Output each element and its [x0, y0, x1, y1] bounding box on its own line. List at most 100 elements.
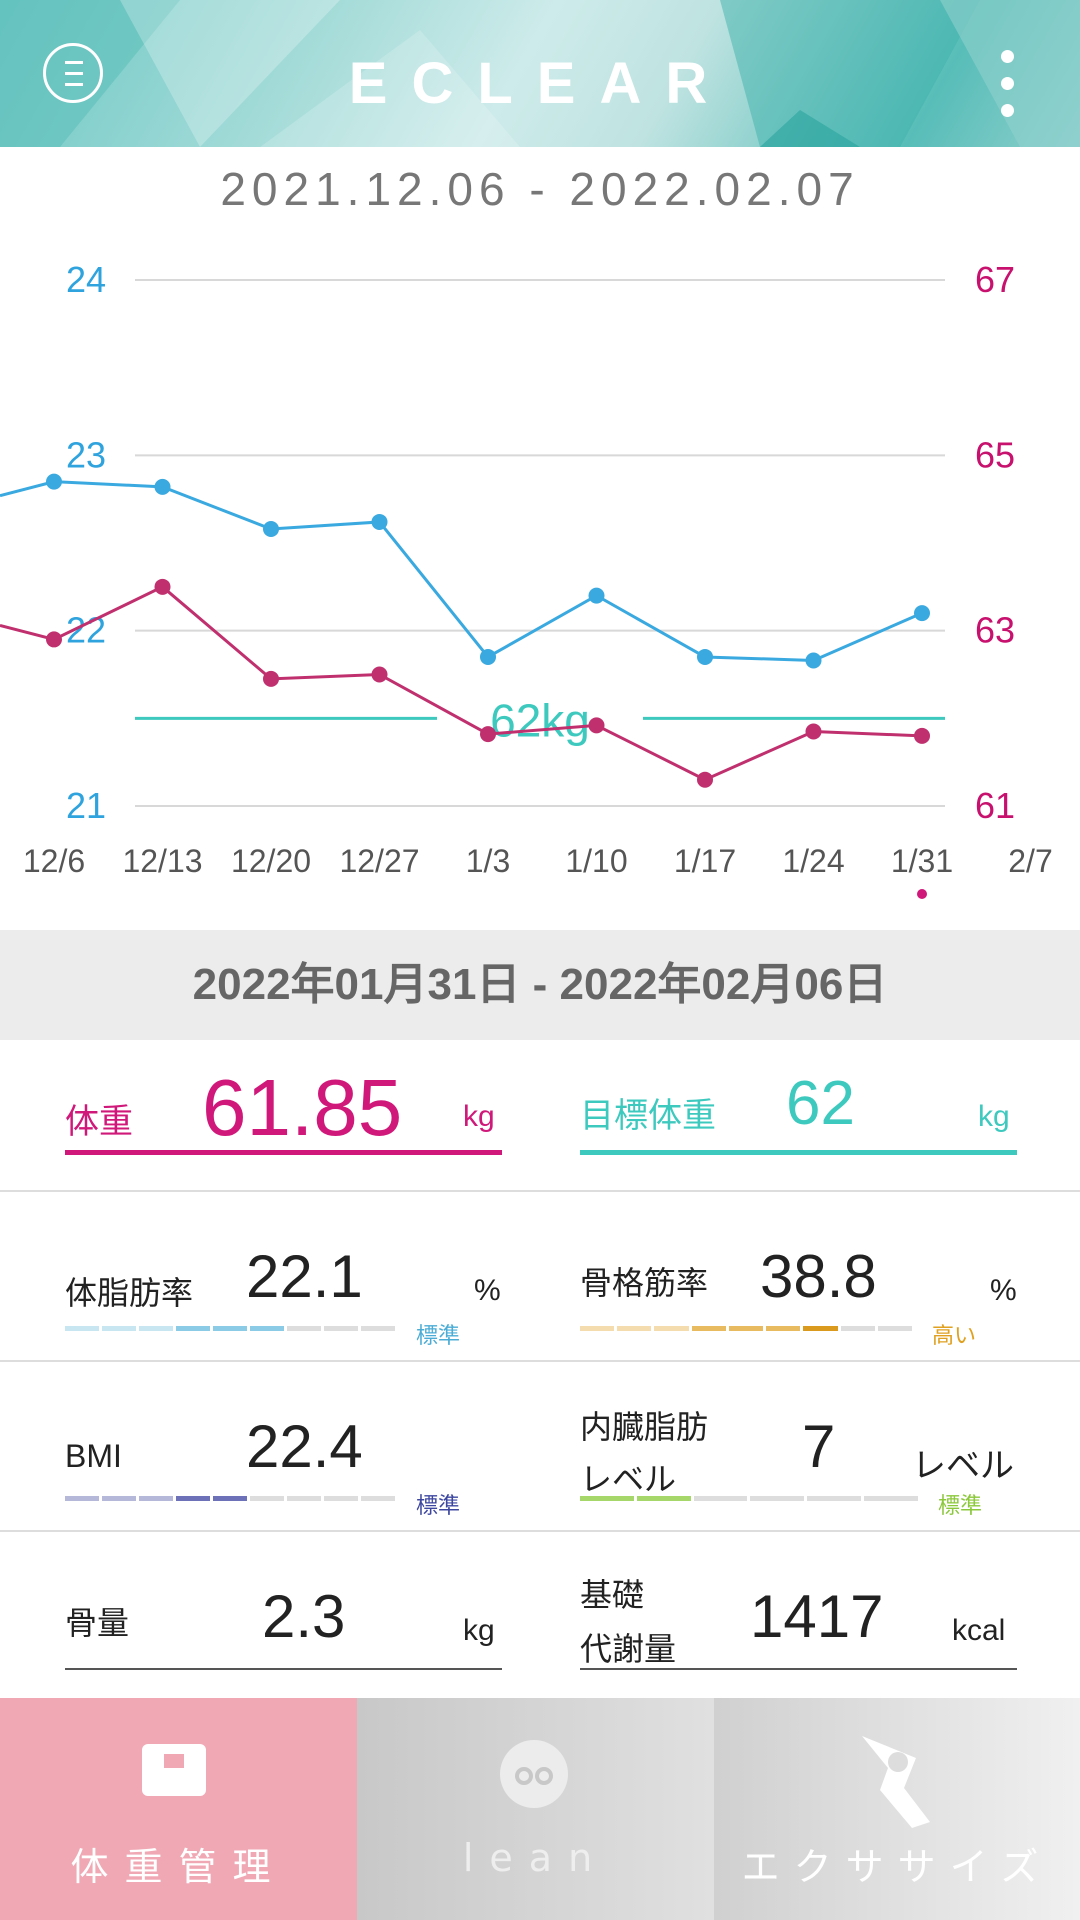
bottom-nav: 体重管理 lean エクササイズ [0, 1698, 1080, 1920]
x-axis-tick-label: 2/7 [1008, 843, 1052, 879]
divider [0, 1530, 1080, 1532]
selected-week-marker [917, 889, 927, 899]
data-point [588, 717, 605, 734]
muscle-value: 38.8 [760, 1243, 877, 1310]
x-axis-tick-label: 12/20 [231, 843, 311, 879]
nav-lean-label: lean [462, 1836, 609, 1880]
bmr-label-line1: 基礎 [580, 1577, 645, 1613]
bone-unit: kg [463, 1614, 495, 1647]
target-weight-underline [580, 1150, 1017, 1155]
data-point [46, 473, 62, 490]
body-fat-unit: % [474, 1274, 501, 1307]
nav-exercise-label: エクササイズ [741, 1845, 1053, 1889]
nav-weight-tab[interactable]: 体重管理 [0, 1698, 357, 1920]
bone-underline [65, 1668, 502, 1670]
target-weight-unit: kg [978, 1100, 1010, 1133]
visceral-label-line1: 内臓脂肪 [580, 1409, 709, 1445]
visceral-value: 7 [802, 1413, 836, 1480]
series-line [0, 480, 923, 662]
bmi-value: 22.4 [246, 1413, 363, 1480]
x-axis-tick-label: 1/3 [466, 843, 510, 879]
left-axis-tick-label: 24 [66, 259, 106, 300]
bmi-label: BMI [65, 1438, 122, 1474]
weight-row: 体重 61.85 kg 目標体重 62 kg [0, 1040, 1080, 1190]
target-weight-value[interactable]: 62 [786, 1069, 855, 1138]
body-fat-label: 体脂肪率 [65, 1275, 194, 1311]
weight-label: 体重 [65, 1103, 133, 1141]
right-axis-tick-label: 67 [975, 259, 1015, 300]
data-point [697, 648, 713, 665]
lean-icon [500, 1740, 568, 1808]
weight-unit: kg [463, 1100, 495, 1133]
muscle-level-bar [580, 1326, 912, 1331]
data-point [263, 520, 279, 537]
visceral-unit: レベル [912, 1447, 1014, 1485]
muscle-unit: % [990, 1274, 1017, 1307]
right-axis-tick-label: 63 [975, 610, 1015, 651]
nav-weight-label: 体重管理 [70, 1845, 287, 1889]
menu-button[interactable] [43, 43, 103, 103]
bmr-unit: kcal [952, 1614, 1006, 1647]
data-point [46, 631, 62, 648]
bone-label: 骨量 [65, 1605, 130, 1641]
data-point [697, 771, 713, 788]
x-axis-tick-label: 12/6 [23, 843, 85, 879]
muscle-label: 骨格筋率 [580, 1265, 709, 1301]
weight-value: 61.85 [202, 1063, 403, 1152]
data-point [914, 605, 930, 622]
data-point [480, 648, 496, 665]
bmi-level: 標準 [416, 1493, 461, 1518]
left-axis-tick-label: 21 [66, 785, 106, 826]
target-line-label: 62kg [490, 694, 590, 746]
body-fat-value: 22.1 [246, 1243, 363, 1310]
bone-value: 2.3 [262, 1583, 346, 1650]
divider [0, 1190, 1080, 1192]
more-options-icon[interactable] [996, 48, 1020, 118]
nav-lean-tab[interactable]: lean [357, 1698, 714, 1920]
header-background [0, 0, 1080, 147]
x-axis-tick-label: 1/10 [565, 843, 627, 879]
data-point [588, 587, 605, 604]
series-line [0, 585, 923, 782]
nav-exercise-tab[interactable]: エクササイズ [714, 1698, 1080, 1920]
data-point [154, 578, 171, 595]
data-point [805, 723, 822, 740]
right-axis-tick-label: 61 [975, 785, 1015, 826]
data-point [263, 670, 279, 687]
app-header: ECLEAR [0, 0, 1080, 147]
bmr-label-line2: 代謝量 [580, 1631, 677, 1667]
bmr-value: 1417 [750, 1583, 884, 1650]
bmr-underline [580, 1668, 1017, 1670]
selected-week-label: 2022年01月31日 - 2022年02月06日 [0, 930, 1080, 1040]
data-point [480, 726, 496, 743]
data-point [805, 652, 822, 669]
divider [0, 1360, 1080, 1362]
data-point [914, 727, 930, 744]
x-axis-tick-label: 1/31 [891, 843, 953, 879]
scale-icon [142, 1744, 206, 1796]
x-axis-tick-label: 12/27 [339, 843, 419, 879]
chart-date-range: 2021.12.06 - 2022.02.07 [220, 163, 860, 215]
weight-underline [65, 1150, 502, 1155]
left-axis-tick-label: 23 [66, 434, 106, 475]
x-axis-tick-label: 1/24 [782, 843, 844, 879]
bmi-visceral-row: BMI 22.4 標準 内臓脂肪 レベル 7 レベル 標準 [0, 1362, 1080, 1530]
body-fat-level: 標準 [416, 1323, 461, 1348]
bmi-level-bar [65, 1496, 395, 1501]
data-point [371, 666, 388, 683]
app-logo: ECLEAR [348, 51, 732, 116]
visceral-level-bar [580, 1496, 918, 1501]
right-axis-tick-label: 65 [975, 434, 1015, 475]
data-point [154, 478, 171, 495]
visceral-level: 標準 [938, 1493, 983, 1518]
exercise-pose-icon [862, 1736, 930, 1828]
muscle-level: 高い [932, 1323, 977, 1348]
body-fat-muscle-row: 体脂肪率 22.1 % 標準 骨格筋率 38.8 % 高い [0, 1192, 1080, 1360]
target-weight-label: 目標体重 [580, 1097, 716, 1135]
body-fat-level-bar [65, 1326, 395, 1331]
x-axis-tick-label: 12/13 [122, 843, 202, 879]
data-point [371, 513, 388, 530]
visceral-label-line2: レベル [580, 1461, 677, 1497]
x-axis-tick-label: 1/17 [674, 843, 736, 879]
